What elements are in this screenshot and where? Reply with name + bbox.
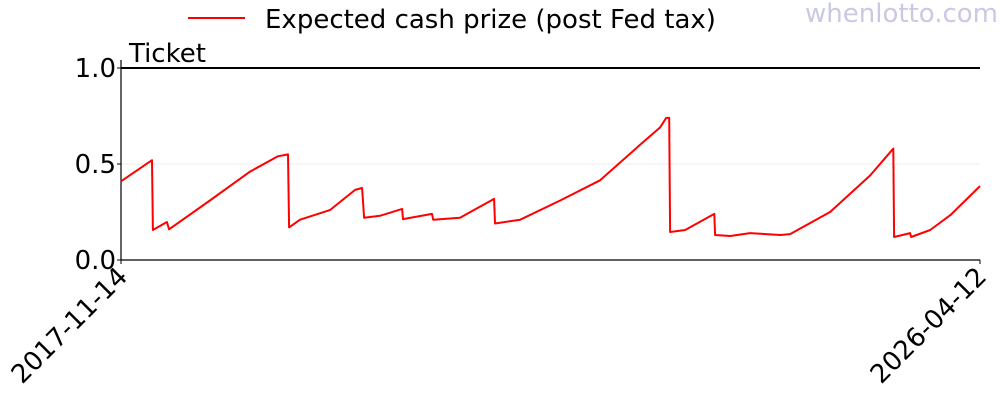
legend-label: Expected cash prize (post Fed tax)	[265, 5, 716, 35]
y-tick-label: 1.0	[75, 54, 116, 84]
watermark: whenlotto.com	[805, 0, 998, 29]
x-tick-label: 2026-04-12	[865, 262, 993, 390]
x-tick-label: 2017-11-14	[6, 262, 134, 390]
y-tick-label: 0.5	[75, 150, 116, 180]
series-line-expected-cash-prize	[120, 116, 981, 238]
y-axis-label: Ticket	[128, 39, 206, 69]
y-tick-label: 0.0	[75, 246, 116, 276]
